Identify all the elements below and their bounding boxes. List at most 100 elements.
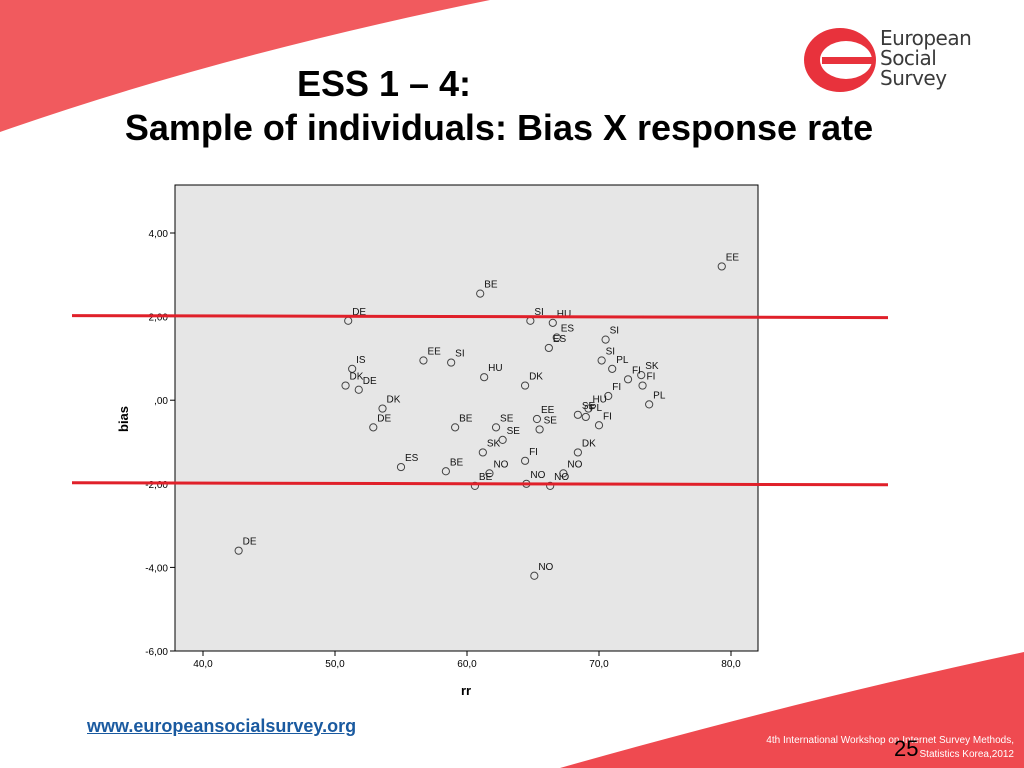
plot-area <box>174 184 759 652</box>
data-point-label: SK <box>645 361 659 372</box>
y-tick-label: -2,00 <box>145 480 168 491</box>
data-point-marker <box>594 421 604 430</box>
data-point-label: SE <box>500 413 514 424</box>
data-point-marker <box>573 410 582 419</box>
data-point-label: DK <box>350 372 364 383</box>
data-point-label: DE <box>363 376 377 387</box>
x-tick-label: 60,0 <box>457 659 477 670</box>
data-point-marker <box>520 456 530 465</box>
data-point-marker <box>532 414 542 424</box>
footer-line-2: Statistics Korea,2012 <box>919 749 1015 760</box>
data-point-marker <box>480 373 489 382</box>
data-point-label: HU <box>488 363 502 374</box>
data-point-label: DE <box>243 537 257 548</box>
data-point-marker <box>604 391 613 401</box>
data-point-marker <box>601 335 610 344</box>
slide-title: ESS 1 – 4: Sample of individuals: Bias X… <box>0 62 1000 150</box>
data-point-label: ES <box>405 453 419 464</box>
title-line-1: ESS 1 – 4: <box>296 63 472 104</box>
data-point-marker <box>341 381 350 390</box>
x-tick-label: 70,0 <box>589 659 609 670</box>
data-point-label: FI <box>529 447 538 458</box>
data-point-label: DK <box>582 438 596 449</box>
data-point-label: BE <box>479 472 493 483</box>
data-point-label: FI <box>603 411 612 422</box>
data-point-label: ES <box>561 324 575 335</box>
y-tick-label: ,00 <box>154 396 168 407</box>
x-axis-label: rr <box>461 683 471 698</box>
data-point-marker <box>354 385 363 394</box>
logo-line-2: Social <box>880 46 937 70</box>
website-link[interactable]: www.europeansocialsurvey.org <box>87 716 357 736</box>
data-point-marker <box>498 435 507 445</box>
logo-line-1: European <box>880 26 972 50</box>
data-point-marker <box>369 423 378 432</box>
data-point-marker <box>573 448 582 457</box>
data-point-label: NO <box>567 459 582 470</box>
data-point-label: BE <box>450 457 464 468</box>
y-axis-label: bias <box>116 406 131 432</box>
x-tick-label: 50,0 <box>325 659 345 670</box>
y-tick-label: -6,00 <box>145 647 168 658</box>
data-point-marker <box>478 448 487 457</box>
data-point-marker <box>552 333 561 342</box>
footer-line-1: 4th International Workshop on Internet S… <box>766 735 1014 746</box>
data-point-label: PL <box>653 390 666 401</box>
title-line-2: Sample of individuals: Bias X response r… <box>124 107 874 148</box>
data-point-marker <box>597 356 606 365</box>
data-point-marker <box>559 469 568 478</box>
data-point-label: SK <box>487 438 501 449</box>
logo-text: European Social Survey <box>880 26 972 90</box>
reference-lines <box>71 314 889 487</box>
data-point-marker <box>717 262 726 271</box>
data-point-label: EE <box>726 252 740 263</box>
data-point-label: BE <box>484 280 498 291</box>
data-point-label: PL <box>590 403 603 414</box>
data-point-label: NO <box>493 459 508 470</box>
data-point-label: DE <box>352 307 366 318</box>
data-point-marker <box>476 289 485 298</box>
data-point-marker <box>530 571 539 580</box>
data-point-label: NO <box>530 470 545 481</box>
data-point-label: PL <box>616 355 629 366</box>
data-point-label: EE <box>541 405 555 416</box>
y-tick-label: 4,00 <box>149 229 169 240</box>
data-point-marker <box>491 423 501 432</box>
data-point-label: NO <box>554 472 569 483</box>
data-point-marker <box>548 318 557 327</box>
data-point-marker <box>645 400 654 409</box>
data-point-marker <box>581 412 590 422</box>
data-point-marker <box>608 364 617 373</box>
page-number: 25 <box>894 736 919 761</box>
footer-note: 4th International Workshop on Internet S… <box>714 734 1014 762</box>
data-point-label: DK <box>529 372 543 383</box>
x-tick-label: 40,0 <box>193 659 213 670</box>
data-point-marker <box>485 469 494 478</box>
data-point-marker <box>623 375 633 384</box>
logo-line-3: Survey <box>880 66 947 90</box>
data-point-label: SI <box>610 326 619 337</box>
data-point-label: IS <box>356 355 366 366</box>
data-point-label: SI <box>606 346 615 357</box>
data-point-label: SI <box>534 307 543 318</box>
data-point-label: BE <box>459 413 473 424</box>
data-point-label: ES <box>553 334 567 345</box>
data-point-marker <box>441 467 450 476</box>
data-point-marker <box>544 343 553 353</box>
y-tick-label: 2,00 <box>149 313 169 324</box>
data-point-label: EE <box>427 346 441 357</box>
data-point-label: FI <box>612 382 621 393</box>
data-point-marker <box>234 546 243 555</box>
reference-line <box>71 314 889 320</box>
data-point-label: DE <box>377 413 391 424</box>
data-point-marker <box>637 371 646 380</box>
data-point-marker <box>520 381 530 390</box>
data-point-marker <box>447 358 456 367</box>
reference-line <box>71 481 889 487</box>
data-point-marker <box>396 462 406 472</box>
data-point-label: HU <box>592 395 606 406</box>
data-point-label: DK <box>387 395 401 406</box>
data-point-marker <box>584 404 593 413</box>
data-point-label: SE <box>544 415 558 426</box>
